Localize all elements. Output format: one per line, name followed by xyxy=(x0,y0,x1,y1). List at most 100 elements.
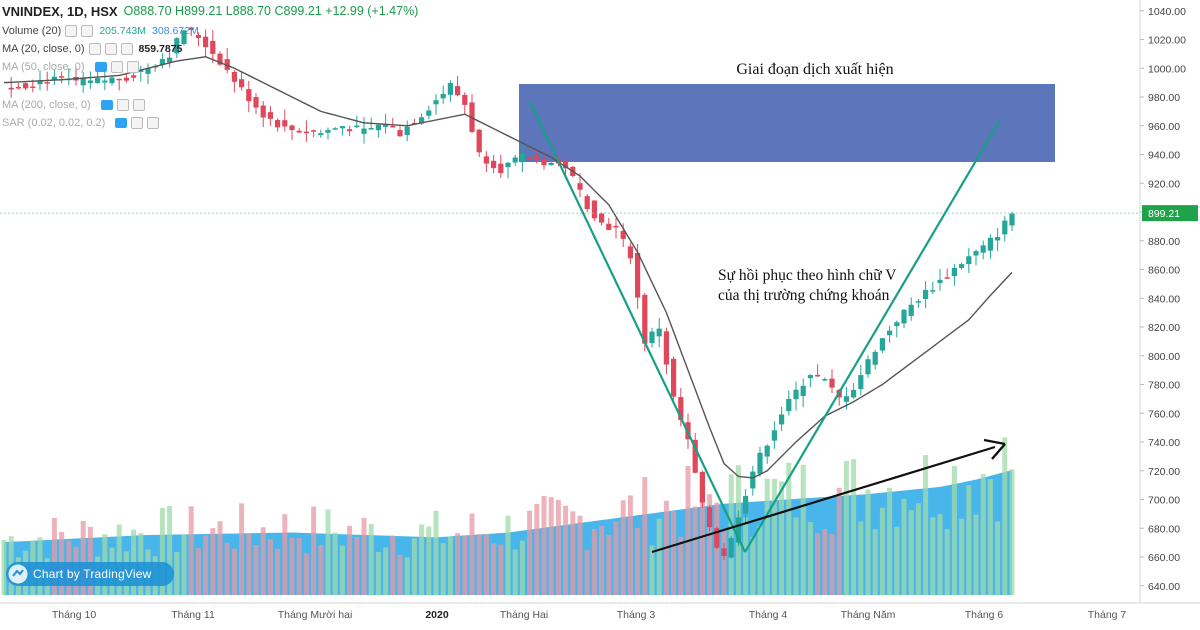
close-icon[interactable] xyxy=(81,25,94,37)
settings-icon[interactable] xyxy=(116,99,129,111)
volume-bar xyxy=(354,537,360,595)
symbol-row: VNINDEX, 1D, HSX O888.70 H899.21 L888.70… xyxy=(2,2,418,20)
volume-bar xyxy=(764,478,770,595)
volume-bar xyxy=(887,487,893,595)
candle-body xyxy=(879,338,885,351)
volume-bar xyxy=(879,507,885,595)
volume-bar xyxy=(707,494,713,595)
candle-body xyxy=(563,160,569,169)
eye-icon[interactable] xyxy=(115,118,128,128)
candle-body xyxy=(347,129,353,132)
volume-bar xyxy=(181,534,187,595)
candle-body xyxy=(959,264,965,268)
candle-body xyxy=(195,34,201,38)
high-value: H899.21 xyxy=(175,4,223,18)
volume-bar xyxy=(311,506,317,595)
indicator-row-sar[interactable]: SAR (0.02, 0.02, 0.2) xyxy=(2,114,160,132)
settings-icon[interactable] xyxy=(110,61,123,73)
candle-body xyxy=(627,246,633,259)
candle-body xyxy=(318,133,324,136)
settings-icon[interactable] xyxy=(131,117,144,129)
y-tick-label: 800.00 xyxy=(1148,351,1180,363)
tradingview-watermark[interactable]: Chart by TradingView xyxy=(8,564,152,584)
close-icon[interactable] xyxy=(147,117,160,129)
volume-bar xyxy=(851,459,857,595)
candle-body xyxy=(800,385,806,396)
candle-body xyxy=(138,70,144,72)
eye-icon[interactable] xyxy=(94,62,107,72)
candle-body xyxy=(440,93,446,99)
recovery-label-line2: của thị trường chứng khoán xyxy=(718,287,890,304)
volume-bar xyxy=(815,533,821,595)
candle-body xyxy=(692,439,698,473)
volume-bar xyxy=(368,523,374,595)
indicator-label: SAR (0.02, 0.02, 0.2) xyxy=(2,117,106,129)
volume-bar xyxy=(656,518,662,595)
volume-bar xyxy=(491,543,497,595)
candle-body xyxy=(757,452,763,474)
indicator-label: MA (200, close, 0) xyxy=(2,99,91,111)
volume-bar xyxy=(807,522,813,595)
indicator-row-ma200[interactable]: MA (200, close, 0) xyxy=(2,96,145,114)
candle-body xyxy=(80,78,86,86)
volume-bar xyxy=(296,538,302,595)
candle-body xyxy=(145,68,151,74)
volume-bar xyxy=(397,554,403,595)
volume-bar xyxy=(87,526,93,595)
candle-body xyxy=(419,117,425,124)
volume-bar xyxy=(541,496,547,595)
volume-bar xyxy=(829,534,835,595)
volume-bar xyxy=(843,460,849,595)
close-icon[interactable] xyxy=(104,43,117,55)
eye-icon[interactable] xyxy=(120,43,133,55)
volume-bar xyxy=(383,547,389,595)
volume-bar xyxy=(188,506,194,595)
candle-body xyxy=(584,196,590,209)
eye-icon[interactable] xyxy=(100,100,113,110)
volume-bar xyxy=(951,466,957,595)
volume-bar xyxy=(973,514,979,595)
volume-bar xyxy=(253,544,259,595)
candle-body xyxy=(750,471,756,489)
settings-icon[interactable] xyxy=(88,43,101,55)
volume-bar xyxy=(426,526,432,595)
candle-body xyxy=(51,76,57,80)
candle-body xyxy=(606,223,612,230)
indicator-label: MA (50, close, 0) xyxy=(2,61,85,73)
x-tick-label: Tháng 10 xyxy=(52,609,97,621)
settings-icon[interactable] xyxy=(65,25,78,37)
volume-bar xyxy=(599,525,605,595)
y-tick-label: 720.00 xyxy=(1148,466,1180,478)
volume-bar xyxy=(246,533,252,595)
recovery-label-line1: Sự hồi phục theo hình chữ V xyxy=(718,267,897,284)
candle-body xyxy=(239,79,245,88)
candle-body xyxy=(663,331,669,365)
candle-body xyxy=(476,129,482,153)
candle-body xyxy=(44,82,50,84)
volume-bar xyxy=(303,553,309,595)
volume-bar xyxy=(404,557,410,595)
volume-bar xyxy=(685,465,691,595)
volume-bar xyxy=(692,506,698,595)
candle-body xyxy=(807,375,813,379)
indicator-row-ma20[interactable]: MA (20, close, 0) 859.7875 xyxy=(2,40,182,58)
indicator-row-ma50[interactable]: MA (50, close, 0) xyxy=(2,58,139,76)
candle-body xyxy=(851,389,857,398)
volume-bar xyxy=(462,535,468,595)
volume-bar xyxy=(505,515,511,595)
y-tick-label: 680.00 xyxy=(1148,523,1180,535)
v-trend-line-up xyxy=(744,119,1001,553)
indicator-row-volume[interactable]: Volume (20) 205.743M 308.672M xyxy=(2,22,199,40)
close-icon[interactable] xyxy=(132,99,145,111)
symbol-title[interactable]: VNINDEX, 1D, HSX xyxy=(2,3,118,19)
pandemic-zone xyxy=(519,84,1055,162)
candle-body xyxy=(498,163,504,174)
candle-body xyxy=(282,120,288,127)
candle-body xyxy=(483,156,489,164)
y-tick-label: 980.00 xyxy=(1148,92,1180,104)
candle-body xyxy=(613,225,619,228)
volume-bar xyxy=(980,474,986,595)
close-icon[interactable] xyxy=(126,61,139,73)
watermark-text: Chart by TradingView xyxy=(33,567,152,581)
